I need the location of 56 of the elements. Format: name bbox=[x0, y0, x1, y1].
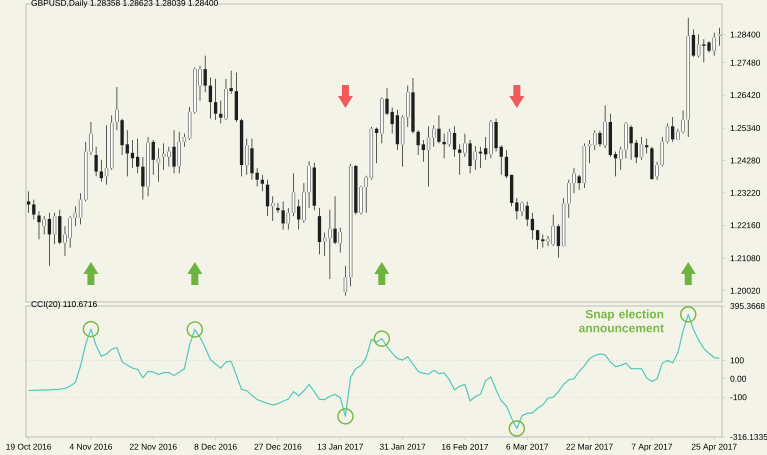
candlestick bbox=[333, 196, 337, 245]
y-tick-label: 1.23220 bbox=[730, 190, 760, 196]
candlestick bbox=[26, 190, 30, 214]
y-tick-label: 1.28400 bbox=[730, 32, 760, 38]
x-tick-label: 4 Nov 2016 bbox=[70, 444, 112, 450]
candlestick bbox=[707, 40, 711, 53]
candlestick bbox=[214, 78, 218, 121]
y-tick-label: 1.26420 bbox=[730, 92, 760, 98]
y-tick-label: 100 bbox=[730, 357, 744, 364]
y-tick-label: 1.27480 bbox=[730, 60, 760, 66]
candlestick bbox=[208, 76, 212, 119]
x-tick-label: 13 Jan 2017 bbox=[318, 444, 363, 450]
candlestick bbox=[614, 151, 618, 177]
candlestick bbox=[681, 110, 685, 134]
x-tick-label: 16 Feb 2017 bbox=[442, 444, 488, 450]
x-tick-label: 25 Apr 2017 bbox=[692, 444, 737, 452]
candlestick bbox=[172, 130, 176, 174]
candlestick bbox=[494, 118, 498, 152]
x-tick-label: 31 Jan 2017 bbox=[380, 444, 426, 450]
y-tick-label: 1.22160 bbox=[730, 222, 760, 228]
candlestick bbox=[718, 27, 721, 46]
candlestick bbox=[478, 146, 482, 168]
candlestick bbox=[318, 207, 322, 255]
x-tick-label: 22 Mar 2017 bbox=[566, 444, 613, 450]
candlestick bbox=[266, 179, 270, 216]
chart-title: CCI(20) 110.6716 bbox=[31, 300, 97, 309]
x-tick-label: 7 Apr 2017 bbox=[632, 444, 672, 452]
y-tick-label: -100 bbox=[730, 394, 747, 400]
candlestick bbox=[411, 78, 415, 134]
x-tick-label: 19 Oct 2016 bbox=[6, 444, 52, 450]
x-tick-label: 6 Mar 2017 bbox=[506, 444, 548, 450]
candlestick bbox=[141, 156, 145, 200]
candlestick bbox=[104, 124, 108, 186]
y-tick-label: 1.20020 bbox=[730, 288, 760, 294]
candlestick bbox=[686, 17, 690, 138]
y-tick-label: 1.25340 bbox=[730, 125, 760, 132]
candlestick bbox=[452, 126, 456, 158]
candlestick bbox=[504, 150, 508, 179]
candlestick bbox=[385, 88, 389, 116]
candlestick bbox=[276, 202, 280, 214]
candlestick bbox=[437, 114, 441, 144]
y-tick-label: 1.24280 bbox=[730, 158, 760, 164]
candlestick bbox=[598, 130, 602, 148]
candlestick bbox=[328, 209, 332, 280]
candlestick bbox=[250, 138, 254, 180]
y-tick-label: 0.00 bbox=[730, 376, 746, 382]
chart-title: GBPUSD,Daily 1.28358 1.28623 1.28039 1.28400 bbox=[31, 0, 218, 8]
candlestick bbox=[240, 118, 244, 177]
candlestick bbox=[650, 146, 654, 180]
x-tick-label: 27 Dec 2016 bbox=[254, 444, 302, 450]
x-tick-label: 8 Dec 2016 bbox=[194, 444, 237, 450]
y-tick-label: 1.21080 bbox=[730, 255, 760, 262]
annotation: Snap election announcement bbox=[578, 310, 664, 332]
y-tick-label: 395.3668 bbox=[730, 303, 765, 309]
x-tick-label: 22 Nov 2016 bbox=[130, 444, 177, 450]
candlestick bbox=[130, 140, 134, 168]
